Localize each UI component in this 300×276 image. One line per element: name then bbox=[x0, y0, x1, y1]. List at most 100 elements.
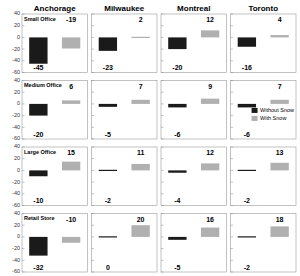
legend-label: With Snow bbox=[260, 115, 286, 121]
y-tick bbox=[231, 158, 234, 159]
y-tick bbox=[22, 248, 25, 249]
data-label: -10 bbox=[66, 216, 76, 223]
data-label: -23 bbox=[103, 64, 113, 71]
data-labels: -10 15 bbox=[33, 149, 75, 204]
panel: -60-40-2002040-206Medium Office bbox=[12, 77, 87, 142]
plot-frame bbox=[22, 147, 88, 206]
y-tick bbox=[161, 127, 164, 128]
panel: -164Toronto bbox=[231, 4, 297, 73]
y-tick bbox=[92, 25, 95, 26]
bars bbox=[29, 237, 80, 256]
data-labels: -412 bbox=[174, 149, 214, 204]
y-tick bbox=[161, 103, 164, 104]
plot-frame bbox=[22, 214, 88, 273]
bar bbox=[99, 104, 117, 107]
y-tick-label: -20 bbox=[12, 46, 20, 52]
bars bbox=[99, 164, 150, 171]
bar bbox=[168, 37, 186, 49]
bar bbox=[29, 37, 47, 63]
y-tick bbox=[161, 139, 164, 140]
bar bbox=[29, 104, 47, 116]
panel: -69 bbox=[161, 81, 227, 140]
data-label: 11 bbox=[137, 149, 145, 156]
plot-frame bbox=[92, 14, 158, 73]
panel: -232Milwaukee bbox=[92, 4, 158, 73]
y-tick bbox=[161, 49, 164, 50]
y-tick-label: 40 bbox=[14, 143, 20, 149]
y-tick bbox=[161, 248, 164, 249]
y-tick-label: -20 bbox=[12, 112, 20, 118]
y-tick bbox=[92, 182, 95, 183]
y-tick bbox=[92, 248, 95, 249]
y-tick bbox=[22, 260, 25, 261]
bar bbox=[168, 170, 186, 172]
bars bbox=[238, 163, 289, 171]
data-label: -10 bbox=[33, 197, 43, 204]
plot-frame bbox=[92, 81, 158, 140]
y-tick bbox=[22, 147, 25, 148]
y-tick bbox=[231, 139, 234, 140]
y-tick bbox=[92, 272, 95, 273]
plot-frame bbox=[161, 147, 227, 206]
y-tick bbox=[161, 205, 164, 206]
y-tick-label: -60 bbox=[12, 268, 20, 274]
y-tick bbox=[22, 127, 25, 128]
data-label: -2 bbox=[244, 197, 250, 204]
data-labels: -32-10 bbox=[33, 216, 76, 271]
data-label: 20 bbox=[137, 216, 145, 223]
y-tick-label: 40 bbox=[14, 10, 20, 16]
y-tick bbox=[231, 193, 234, 194]
data-labels: -232 bbox=[103, 16, 143, 71]
bar bbox=[238, 104, 256, 108]
y-tick bbox=[92, 14, 95, 15]
y-tick bbox=[231, 147, 234, 148]
legend-label: Without Snow bbox=[260, 107, 294, 113]
y-tick bbox=[22, 92, 25, 93]
data-label: 15 bbox=[67, 149, 75, 156]
data-labels: -213 bbox=[244, 149, 284, 204]
y-tick bbox=[92, 170, 95, 171]
data-label: -16 bbox=[242, 64, 252, 71]
annotation: Retail Store bbox=[24, 215, 55, 221]
data-label: -2 bbox=[244, 264, 250, 271]
y-tick bbox=[161, 80, 164, 81]
y-tick bbox=[161, 14, 164, 15]
y-tick bbox=[92, 80, 95, 81]
data-labels: 020 bbox=[106, 216, 145, 271]
y-tick bbox=[231, 225, 234, 226]
y-tick bbox=[161, 182, 164, 183]
bar bbox=[131, 37, 149, 38]
data-label: -19 bbox=[66, 16, 76, 23]
bar bbox=[270, 226, 288, 237]
bar bbox=[238, 37, 256, 46]
y-tick bbox=[161, 60, 164, 61]
y-tick bbox=[161, 147, 164, 148]
y-tick bbox=[92, 92, 95, 93]
y-tick bbox=[92, 213, 95, 214]
y-tick bbox=[161, 158, 164, 159]
bars bbox=[29, 37, 80, 63]
y-tick-label: 0 bbox=[17, 34, 20, 40]
y-tick bbox=[92, 205, 95, 206]
plot-frame bbox=[92, 214, 158, 273]
y-tick-label: 40 bbox=[14, 210, 20, 216]
y-tick bbox=[231, 60, 234, 61]
bar bbox=[201, 99, 219, 104]
data-label: -5 bbox=[105, 131, 111, 138]
y-tick bbox=[22, 205, 25, 206]
bar bbox=[201, 163, 219, 170]
y-tick bbox=[161, 92, 164, 93]
y-tick bbox=[22, 37, 25, 38]
y-tick bbox=[231, 213, 234, 214]
y-tick bbox=[231, 115, 234, 116]
y-tick bbox=[22, 170, 25, 171]
data-label: -5 bbox=[174, 264, 180, 271]
data-labels: -211 bbox=[105, 149, 145, 204]
data-labels: -57 bbox=[105, 83, 143, 138]
bars bbox=[29, 100, 80, 115]
y-tick bbox=[231, 80, 234, 81]
bars bbox=[168, 99, 219, 108]
annotation: Large Office bbox=[24, 149, 56, 155]
data-label: -45 bbox=[33, 64, 43, 71]
y-tick bbox=[22, 49, 25, 50]
